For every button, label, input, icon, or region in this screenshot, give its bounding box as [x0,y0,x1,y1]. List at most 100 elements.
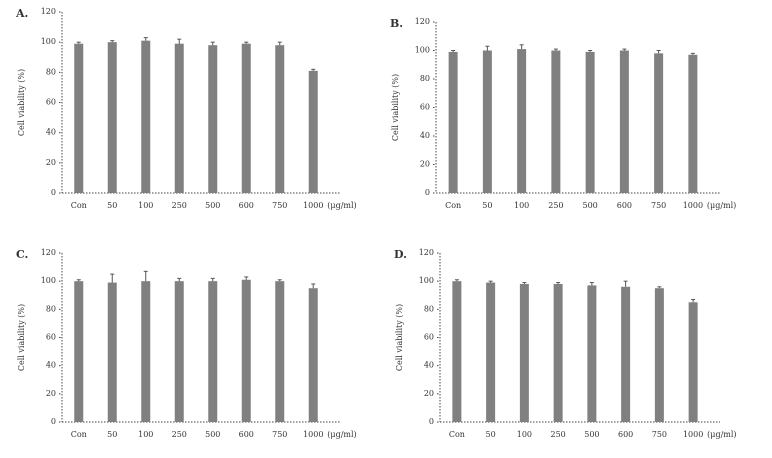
bar [585,51,595,193]
bar [654,53,664,193]
x-tick-label: 1000 [683,430,703,439]
x-tick-label: 600 [239,201,254,210]
x-tick-label: 500 [582,201,597,210]
y-axis-label: Cell viability (%) [391,74,400,141]
bar [619,50,629,193]
x-tick-label: Con [445,201,461,210]
bar [688,54,698,194]
x-tick-label: 50 [107,201,117,210]
x-tick-label: 100 [514,201,529,210]
x-tick-label: 1000 [683,201,703,210]
bar [241,43,251,193]
bar [308,288,318,422]
y-tick-label: 40 [424,361,434,370]
y-tick-label: 20 [420,160,430,169]
y-axis-label: Cell viability (%) [17,304,26,371]
bar [587,285,597,422]
x-tick-label: 100 [517,430,532,439]
y-tick-label: 20 [424,389,434,398]
x-tick-label: Con [71,430,87,439]
y-tick-label: 60 [420,103,430,112]
y-tick-label: 80 [46,304,56,313]
x-tick-label: 600 [618,430,633,439]
x-tick-label: 250 [548,201,563,210]
bar [654,288,664,422]
x-tick-label: 750 [272,430,287,439]
y-tick-label: 120 [415,17,430,26]
x-tick-label: Con [449,430,465,439]
bar [174,43,184,193]
bar [551,50,561,193]
bar [241,279,251,422]
bar [519,283,529,422]
y-tick-label: 40 [420,131,430,140]
x-tick-label: 50 [107,430,117,439]
bar [688,302,698,422]
x-axis-label: (μg/ml) [707,430,736,439]
y-tick-label: 80 [420,74,430,83]
x-tick-label: 750 [272,201,287,210]
y-axis-label: Cell viability (%) [17,69,26,136]
y-tick-label: 100 [415,46,430,55]
y-tick-label: 120 [419,248,434,257]
x-tick-label: 50 [482,201,492,210]
y-tick-label: 20 [46,389,56,398]
bar [74,43,84,193]
y-tick-label: 0 [425,188,430,197]
y-tick-label: 0 [51,417,56,426]
x-axis-label: (μg/ml) [327,430,356,439]
panel-label: D. [394,248,407,261]
x-tick-label: 1000 [303,430,323,439]
y-tick-label: 80 [424,304,434,313]
y-tick-label: 120 [41,7,56,16]
y-tick-label: 40 [46,128,56,137]
y-tick-label: 100 [41,37,56,46]
x-axis-label: (μg/ml) [327,201,356,210]
x-tick-label: 50 [486,430,496,439]
bar [107,282,117,422]
bar [308,70,318,193]
y-tick-label: 60 [46,333,56,342]
panel-label: A. [15,7,28,20]
bar [107,42,117,193]
bar [174,281,184,422]
x-tick-label: 250 [550,430,565,439]
x-tick-label: 750 [651,201,666,210]
x-tick-label: 250 [172,201,187,210]
panel-label: B. [390,17,403,30]
x-tick-label: 500 [205,430,220,439]
x-tick-label: 600 [239,430,254,439]
bar [486,282,496,422]
x-tick-label: 1000 [303,201,323,210]
bar [141,40,151,194]
bar [208,45,218,193]
bar [452,281,462,422]
bar [448,51,458,193]
y-tick-label: 0 [51,188,56,197]
y-tick-label: 100 [419,276,434,285]
x-axis-label: (μg/ml) [707,201,736,210]
x-tick-label: 100 [138,430,153,439]
x-tick-label: 500 [584,430,599,439]
y-tick-label: 40 [46,361,56,370]
y-tick-label: 120 [41,248,56,257]
x-tick-label: 100 [138,201,153,210]
x-tick-label: 600 [617,201,632,210]
y-tick-label: 0 [429,417,434,426]
y-tick-label: 20 [46,158,56,167]
bar [141,281,151,422]
bar [275,281,285,422]
panel-label: C. [16,248,28,261]
y-tick-label: 60 [424,333,434,342]
y-axis-label: Cell viability (%) [395,304,404,371]
x-tick-label: 500 [205,201,220,210]
y-tick-label: 60 [46,98,56,107]
y-tick-label: 80 [46,67,56,76]
x-tick-label: 750 [652,430,667,439]
bar [553,283,563,422]
bar [517,49,527,194]
x-tick-label: Con [71,201,87,210]
bar [621,286,631,422]
y-tick-label: 100 [41,276,56,285]
